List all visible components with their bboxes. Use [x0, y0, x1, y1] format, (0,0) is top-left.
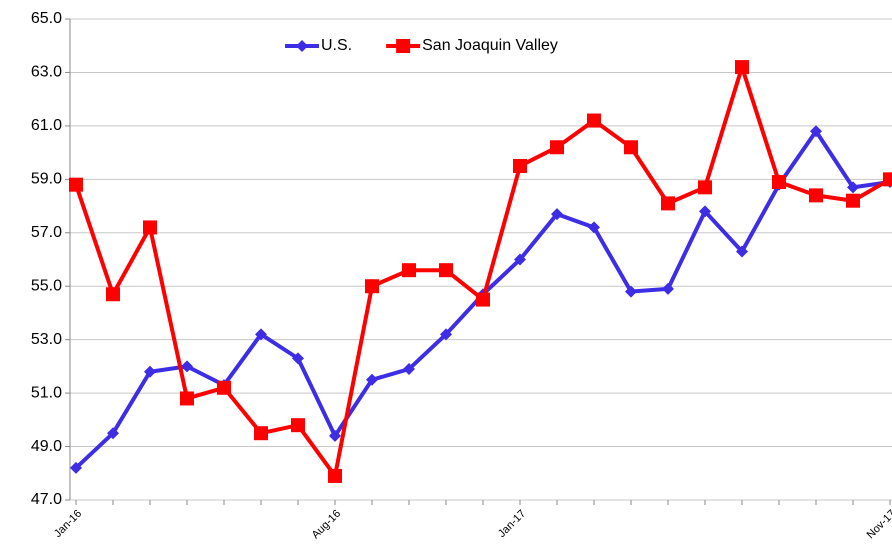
y-tick-label: 61.0: [31, 117, 62, 134]
marker: [551, 208, 563, 221]
legend-label: San Joaquin Valley: [422, 37, 558, 54]
y-tick-label: 65.0: [31, 10, 62, 27]
x-tick-label: Jan-17: [496, 508, 528, 540]
marker: [440, 328, 452, 341]
series-line: [74, 65, 892, 478]
y-tick-label: 63.0: [31, 64, 62, 81]
marker: [810, 125, 822, 138]
marker: [329, 429, 341, 442]
plot: 47.0 49.0 51.0 53.0 55.0 57.0 59.0 61.0 63.0 65.0…: [31, 10, 892, 541]
x-tick-label: Jan-16: [52, 508, 84, 540]
legend-marker: [296, 40, 308, 52]
y-tick-label: 57.0: [31, 224, 62, 241]
legend-marker: [396, 39, 411, 53]
marker: [587, 113, 601, 128]
marker: [106, 287, 120, 302]
marker: [180, 391, 194, 406]
x-tick-label: Aug-16: [310, 508, 344, 542]
marker: [661, 196, 675, 211]
legend: U.S. San Joaquin Valley: [285, 37, 558, 54]
marker: [735, 60, 749, 75]
marker: [772, 175, 786, 190]
marker: [846, 193, 860, 208]
marker: [514, 253, 526, 266]
marker: [69, 177, 83, 192]
marker: [403, 363, 415, 376]
marker: [254, 426, 268, 441]
marker: [699, 205, 711, 218]
marker: [328, 468, 342, 483]
x-tick-label: Nov-17: [865, 508, 892, 542]
marker: [588, 221, 600, 234]
marker: [550, 140, 564, 155]
marker: [143, 220, 157, 235]
marker: [736, 245, 748, 258]
marker: [366, 373, 378, 386]
marker: [365, 279, 379, 294]
marker: [181, 360, 193, 373]
marker: [255, 328, 267, 341]
marker: [698, 180, 712, 195]
y-tick-label: 49.0: [31, 438, 62, 455]
marker: [292, 352, 304, 365]
marker: [883, 172, 892, 187]
marker: [476, 292, 490, 307]
y-tick-label: 59.0: [31, 171, 62, 188]
marker: [70, 461, 82, 474]
legend-label: U.S.: [321, 37, 352, 54]
marker: [402, 263, 416, 278]
marker: [625, 285, 637, 298]
y-tick-label: 55.0: [31, 277, 62, 294]
marker: [624, 140, 638, 155]
marker: [439, 263, 453, 278]
marker: [847, 181, 859, 194]
marker: [513, 158, 527, 173]
marker: [809, 188, 823, 203]
marker: [144, 365, 156, 378]
y-tick-label: 53.0: [31, 331, 62, 348]
marker: [291, 418, 305, 433]
marker: [217, 380, 231, 395]
y-tick-label: 51.0: [31, 384, 62, 401]
marker: [107, 427, 119, 440]
y-tick-label: 47.0: [31, 491, 62, 508]
marker: [662, 282, 674, 295]
